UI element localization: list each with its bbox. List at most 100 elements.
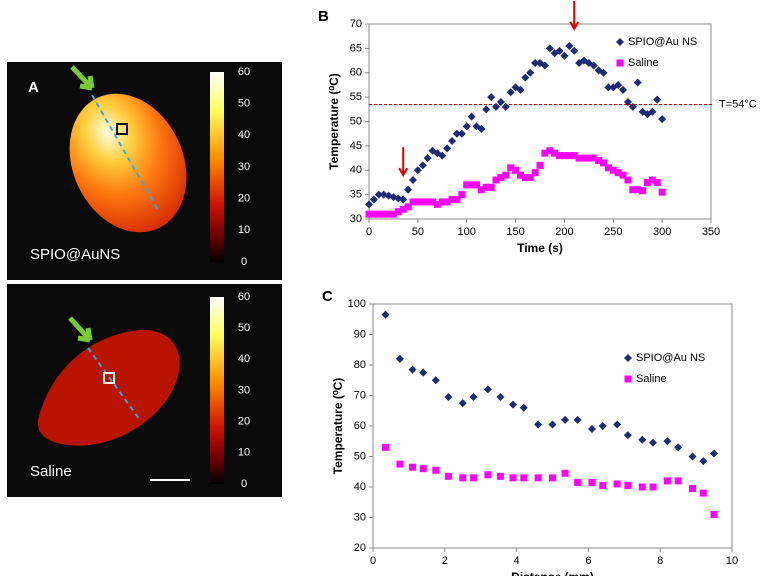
data-point (382, 311, 390, 319)
x-tick-label: 10 (726, 555, 738, 567)
data-point (463, 122, 471, 130)
legend-label: SPIO@Au NS (628, 36, 697, 48)
data-point (458, 191, 465, 198)
data-point (502, 172, 509, 179)
data-point (443, 144, 451, 152)
data-point (420, 465, 427, 472)
y-tick-label: 90 (354, 328, 366, 340)
data-point (638, 436, 646, 444)
data-point (496, 393, 504, 401)
y-axis-label: Temperature (⁰C) (331, 378, 345, 475)
data-point (549, 474, 556, 481)
data-point (497, 473, 504, 480)
data-point (613, 420, 621, 428)
arrow (399, 147, 407, 175)
y-tick-label: 40 (350, 164, 362, 176)
x-tick-label: 6 (585, 555, 591, 567)
data-point (534, 420, 542, 428)
data-point (419, 161, 427, 169)
legend-swatch (616, 38, 624, 46)
data-point (470, 474, 477, 481)
data-point (492, 103, 500, 111)
y-tick-label: 50 (350, 115, 362, 127)
data-point (710, 449, 718, 457)
colorbar-tick-label: 10 (238, 447, 250, 459)
y-tick-label: 20 (354, 542, 366, 554)
data-point (639, 484, 646, 491)
data-point (562, 470, 569, 477)
data-point (424, 154, 432, 162)
data-point (445, 473, 452, 480)
data-point (653, 96, 661, 104)
data-point (484, 471, 491, 478)
data-point (614, 480, 621, 487)
x-tick-label: 150 (506, 226, 524, 238)
x-tick-label: 250 (604, 226, 622, 238)
data-point (488, 184, 495, 191)
x-tick-label: 50 (412, 226, 424, 238)
data-point (588, 479, 595, 486)
data-point (699, 457, 707, 465)
data-point (507, 88, 515, 96)
data-point (599, 482, 606, 489)
y-tick-label: 40 (354, 481, 366, 493)
data-point (675, 477, 682, 484)
data-point (624, 482, 631, 489)
data-point (497, 98, 505, 106)
data-point (574, 479, 581, 486)
data-point (532, 169, 539, 176)
data-point (510, 474, 517, 481)
data-point (634, 79, 642, 87)
x-tick-label: 4 (514, 555, 520, 567)
arrow (570, 1, 578, 29)
data-point (526, 69, 534, 77)
y-tick-label: 50 (354, 450, 366, 462)
y-tick-label: 65 (350, 42, 362, 54)
data-point (565, 42, 573, 50)
colorbar-tick-label: 20 (238, 193, 250, 205)
colorbar-tick-label: 60 (238, 66, 250, 78)
data-point (588, 425, 596, 433)
x-tick-label: 200 (555, 226, 573, 238)
y-tick-label: 35 (350, 189, 362, 201)
data-point (396, 461, 403, 468)
reference-label: T=54°C (719, 98, 757, 110)
data-point (419, 369, 427, 377)
data-point (509, 401, 517, 409)
colorbar-tick-label: 40 (238, 353, 250, 365)
data-point (664, 477, 671, 484)
data-point (711, 511, 718, 518)
data-point (689, 453, 697, 461)
data-point (409, 176, 417, 184)
x-axis-label: Time (s) (517, 241, 563, 255)
image-caption: Saline (30, 463, 72, 480)
legend-label: Saline (628, 57, 659, 69)
data-point (535, 474, 542, 481)
data-point (458, 130, 466, 138)
figure: A SPIO@AuNS Saline 010203040506001020304… (0, 0, 776, 576)
y-tick-label: 45 (350, 140, 362, 152)
data-point (649, 439, 657, 447)
colorbar-tick-label: 10 (238, 224, 250, 236)
data-point (561, 416, 569, 424)
data-point (537, 162, 544, 169)
data-point (658, 115, 666, 123)
legend-label: SPIO@Au NS (636, 352, 705, 364)
data-point (546, 44, 554, 52)
x-tick-label: 100 (458, 226, 476, 238)
panel-label: C (322, 288, 333, 305)
data-point (396, 355, 404, 363)
image-caption: SPIO@AuNS (30, 246, 120, 263)
data-point (619, 86, 627, 94)
data-point (482, 105, 490, 113)
data-point (370, 196, 378, 204)
y-tick-label: 60 (350, 67, 362, 79)
x-tick-label: 8 (657, 555, 663, 567)
y-axis-label: Temperature (⁰C) (327, 73, 341, 170)
colorbar-tick-label: 30 (238, 384, 250, 396)
data-point (624, 431, 632, 439)
data-point (365, 200, 373, 208)
y-tick-label: 70 (354, 389, 366, 401)
y-tick-label: 30 (350, 213, 362, 225)
data-point (459, 399, 467, 407)
